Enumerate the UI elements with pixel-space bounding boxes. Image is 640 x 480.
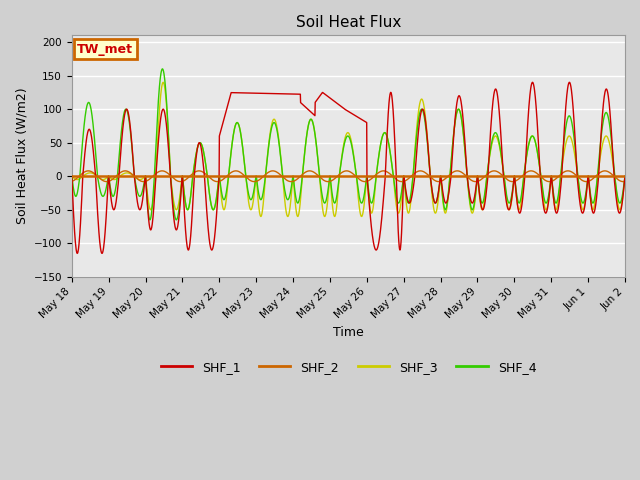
SHF_2: [579, 178, 586, 183]
SHF_1: [255, 90, 262, 96]
SHF_3: [68, 173, 76, 179]
SHF_1: [545, 194, 553, 200]
SHF_2: [84, 168, 92, 174]
Legend: SHF_1, SHF_2, SHF_3, SHF_4: SHF_1, SHF_2, SHF_3, SHF_4: [156, 356, 541, 379]
SHF_3: [127, 171, 134, 177]
SHF_2: [545, 179, 553, 184]
Line: SHF_1: SHF_1: [72, 82, 640, 253]
SHF_4: [68, 173, 76, 179]
SHF_1: [579, 210, 586, 216]
SHF_1: [403, 192, 410, 198]
Title: Soil Heat Flux: Soil Heat Flux: [296, 15, 401, 30]
SHF_1: [98, 251, 106, 256]
X-axis label: Time: Time: [333, 326, 364, 339]
SHF_4: [159, 66, 166, 72]
SHF_1: [127, 131, 135, 137]
Line: SHF_4: SHF_4: [72, 69, 640, 220]
SHF_4: [403, 197, 411, 203]
SHF_2: [403, 177, 411, 183]
Line: SHF_2: SHF_2: [72, 171, 640, 181]
Line: SHF_3: SHF_3: [72, 82, 640, 216]
SHF_1: [68, 173, 76, 179]
SHF_2: [127, 170, 135, 176]
SHF_1: [529, 79, 536, 85]
SHF_2: [68, 179, 76, 184]
SHF_3: [545, 193, 553, 199]
SHF_3: [255, 199, 262, 205]
SHF_3: [579, 206, 586, 212]
SHF_4: [173, 217, 180, 223]
SHF_4: [579, 200, 586, 205]
Y-axis label: Soil Heat Flux (W/m2): Soil Heat Flux (W/m2): [15, 88, 28, 225]
SHF_4: [545, 189, 553, 195]
SHF_2: [103, 179, 111, 184]
Text: TW_met: TW_met: [77, 43, 133, 56]
SHF_3: [284, 214, 292, 219]
SHF_4: [255, 190, 262, 196]
SHF_3: [403, 205, 411, 211]
SHF_3: [159, 79, 167, 85]
SHF_4: [127, 132, 134, 137]
SHF_2: [255, 178, 262, 183]
